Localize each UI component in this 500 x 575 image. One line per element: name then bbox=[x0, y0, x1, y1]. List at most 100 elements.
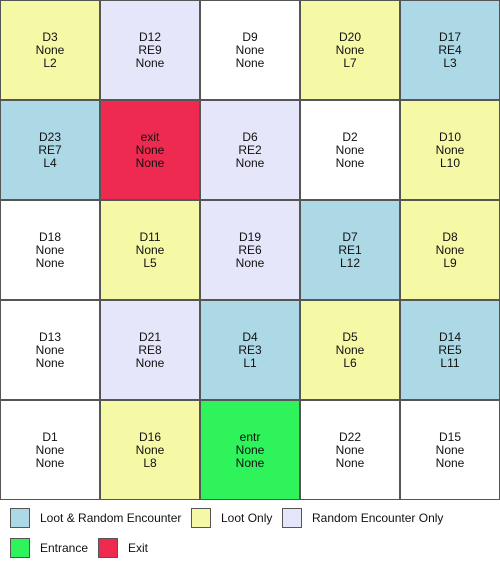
room-cell-d19: D19 RE6 None bbox=[200, 200, 300, 300]
room-name: D12 bbox=[138, 29, 161, 44]
room-name: entr bbox=[239, 429, 261, 444]
room-loot: None bbox=[35, 455, 65, 470]
room-encounter: RE5 bbox=[438, 342, 462, 357]
room-name: D1 bbox=[42, 429, 58, 444]
room-encounter: None bbox=[235, 42, 265, 57]
room-encounter: None bbox=[135, 442, 165, 457]
room-cell-d21: D21 RE8 None bbox=[100, 300, 200, 400]
legend-label: Entrance bbox=[40, 541, 89, 555]
legend-label: Loot Only bbox=[221, 511, 273, 525]
room-encounter: None bbox=[35, 442, 65, 457]
room-loot: None bbox=[135, 155, 165, 170]
room-loot: L6 bbox=[343, 355, 357, 370]
room-loot: L9 bbox=[443, 255, 457, 270]
room-cell-d16: D16 None L8 bbox=[100, 400, 200, 500]
room-cell-entr: entr None None bbox=[200, 400, 300, 500]
room-loot: L5 bbox=[143, 255, 157, 270]
room-encounter: RE8 bbox=[138, 342, 162, 357]
legend-item-loot-only: Loot Only bbox=[191, 508, 272, 528]
room-encounter: RE9 bbox=[138, 42, 162, 57]
room-cell-d17: D17 RE4 L3 bbox=[400, 0, 500, 100]
room-name: D6 bbox=[242, 129, 258, 144]
room-name: D5 bbox=[342, 329, 358, 344]
room-cell-d20: D20 None L7 bbox=[300, 0, 400, 100]
room-name: D13 bbox=[38, 329, 61, 344]
room-encounter: RE7 bbox=[38, 142, 62, 157]
room-loot: L1 bbox=[243, 355, 257, 370]
room-encounter: None bbox=[435, 442, 465, 457]
room-name: D17 bbox=[438, 29, 461, 44]
room-encounter: None bbox=[35, 342, 65, 357]
legend-item-entrance: Entrance bbox=[10, 538, 88, 558]
room-cell-d8: D8 None L9 bbox=[400, 200, 500, 300]
room-name: D11 bbox=[139, 229, 161, 244]
room-encounter: None bbox=[135, 142, 165, 157]
legend-item-loot-random: Loot & Random Encounter bbox=[10, 508, 181, 528]
room-loot: None bbox=[35, 255, 65, 270]
room-encounter: None bbox=[135, 242, 165, 257]
room-cell-d12: D12 RE9 None bbox=[100, 0, 200, 100]
room-loot: None bbox=[235, 55, 265, 70]
room-cell-d22: D22 None None bbox=[300, 400, 400, 500]
legend-label: Random Encounter Only bbox=[312, 511, 444, 525]
room-name: D21 bbox=[138, 329, 161, 344]
room-encounter: RE3 bbox=[238, 342, 262, 357]
room-encounter: None bbox=[435, 142, 465, 157]
room-cell-d11: D11 None L5 bbox=[100, 200, 200, 300]
room-loot: L2 bbox=[43, 55, 57, 70]
room-cell-d5: D5 None L6 bbox=[300, 300, 400, 400]
room-loot: L4 bbox=[43, 155, 57, 170]
legend-swatch-exit bbox=[98, 538, 118, 558]
room-encounter: None bbox=[35, 242, 65, 257]
room-cell-d13: D13 None None bbox=[0, 300, 100, 400]
room-encounter: None bbox=[335, 42, 365, 57]
room-loot: None bbox=[435, 455, 465, 470]
room-name: D3 bbox=[42, 29, 58, 44]
room-loot: None bbox=[235, 255, 265, 270]
legend-label: Loot & Random Encounter bbox=[40, 511, 182, 525]
room-cell-d18: D18 None None bbox=[0, 200, 100, 300]
room-loot: None bbox=[335, 155, 365, 170]
room-name: D9 bbox=[242, 29, 258, 44]
room-encounter: None bbox=[335, 342, 365, 357]
legend-item-random-only: Random Encounter Only bbox=[282, 508, 443, 528]
room-cell-exit: exit None None bbox=[100, 100, 200, 200]
room-cell-d14: D14 RE5 L11 bbox=[400, 300, 500, 400]
legend-swatch-entrance bbox=[10, 538, 30, 558]
room-loot: None bbox=[135, 55, 165, 70]
room-encounter: None bbox=[235, 442, 265, 457]
room-name: D19 bbox=[238, 229, 261, 244]
room-cell-d10: D10 None L10 bbox=[400, 100, 500, 200]
room-name: D8 bbox=[442, 229, 458, 244]
room-encounter: None bbox=[335, 142, 365, 157]
legend-label: Exit bbox=[128, 541, 149, 555]
legend-swatch-loot-random bbox=[10, 508, 30, 528]
room-loot: None bbox=[335, 455, 365, 470]
room-loot: L8 bbox=[143, 455, 157, 470]
room-name: D7 bbox=[342, 229, 358, 244]
room-cell-d15: D15 None None bbox=[400, 400, 500, 500]
room-name: exit bbox=[140, 129, 160, 144]
legend-swatch-random-only bbox=[282, 508, 302, 528]
room-name: D20 bbox=[338, 29, 361, 44]
room-loot: L3 bbox=[443, 55, 457, 70]
room-loot: L10 bbox=[439, 155, 461, 170]
room-loot: L11 bbox=[440, 355, 460, 370]
room-name: D18 bbox=[38, 229, 61, 244]
room-cell-d7: D7 RE1 L12 bbox=[300, 200, 400, 300]
room-name: D10 bbox=[438, 129, 461, 144]
room-name: D4 bbox=[242, 329, 258, 344]
room-cell-d2: D2 None None bbox=[300, 100, 400, 200]
room-cell-d23: D23 RE7 L4 bbox=[0, 100, 100, 200]
room-cell-d9: D9 None None bbox=[200, 0, 300, 100]
room-cell-d4: D4 RE3 L1 bbox=[200, 300, 300, 400]
room-encounter: None bbox=[335, 442, 365, 457]
room-encounter: RE6 bbox=[238, 242, 262, 257]
room-loot: None bbox=[35, 355, 65, 370]
room-loot: L7 bbox=[343, 55, 357, 70]
room-encounter: RE1 bbox=[338, 242, 362, 257]
room-loot: None bbox=[135, 355, 165, 370]
room-name: D16 bbox=[138, 429, 161, 444]
room-loot: None bbox=[235, 155, 265, 170]
room-loot: None bbox=[235, 455, 265, 470]
